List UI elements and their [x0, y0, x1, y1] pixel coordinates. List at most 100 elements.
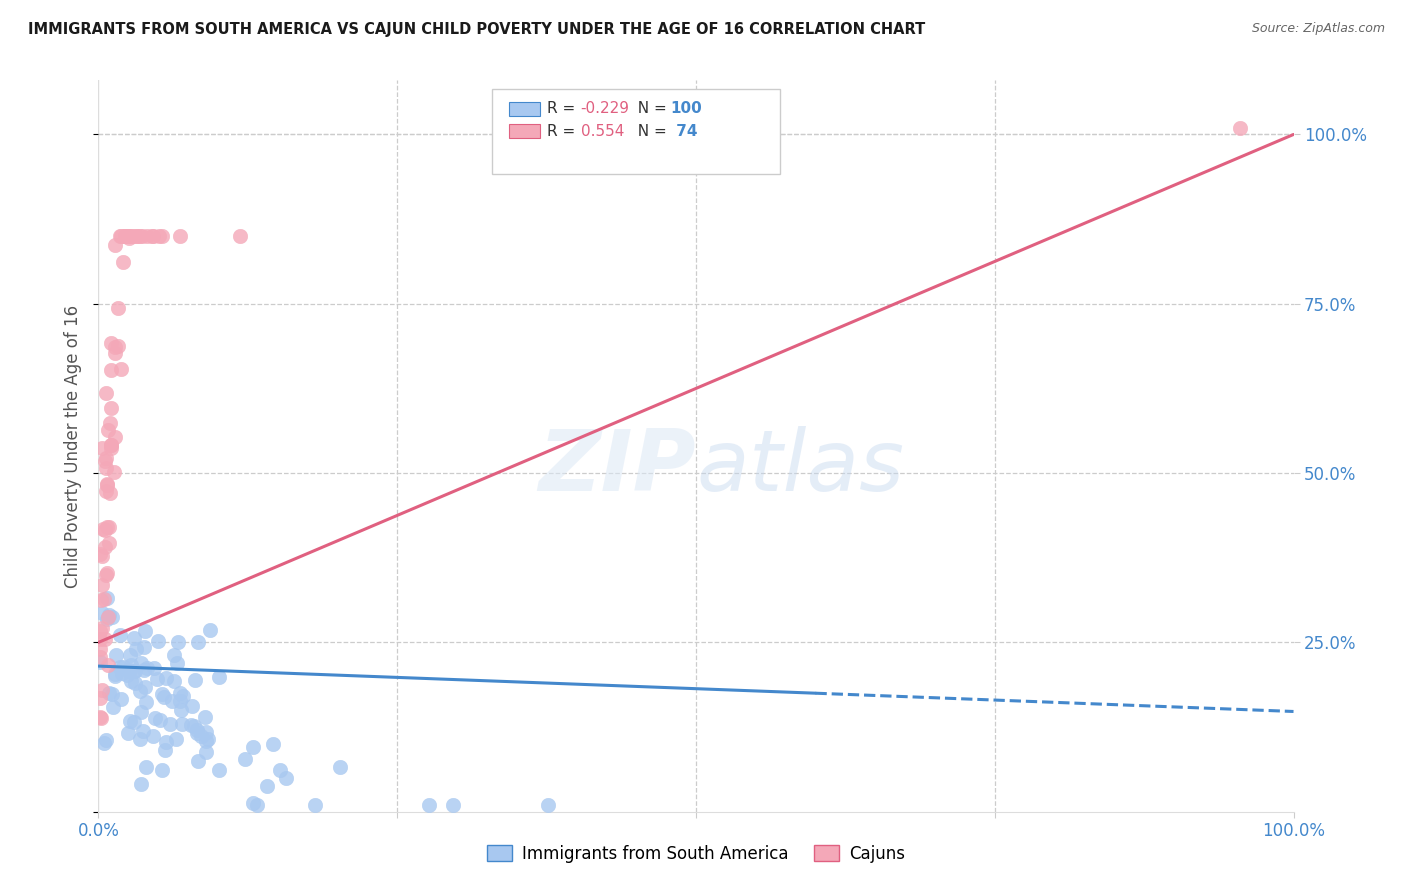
Legend: Immigrants from South America, Cajuns: Immigrants from South America, Cajuns [481, 838, 911, 869]
Point [194, 724, 217, 739]
Point [186, 726, 208, 740]
Point [117, 229, 139, 244]
Point [122, 631, 145, 645]
Point [1229, 120, 1251, 135]
Point [98, 417, 121, 431]
Point [90, 711, 112, 725]
Point [112, 255, 135, 269]
Point [132, 663, 155, 677]
Point [155, 742, 177, 756]
Point [183, 719, 205, 733]
Point [94, 733, 117, 747]
Point [121, 229, 143, 244]
Point [122, 714, 145, 729]
Point [104, 340, 127, 354]
Point [120, 714, 142, 728]
Point [97, 610, 120, 624]
Point [114, 229, 136, 244]
Point [269, 763, 291, 777]
Point [97, 536, 120, 550]
Point [101, 610, 124, 624]
Point [100, 335, 122, 350]
Point [103, 465, 125, 479]
Point [114, 229, 136, 244]
Point [91, 522, 114, 536]
Text: 0.554: 0.554 [581, 124, 624, 138]
Point [186, 723, 208, 737]
Point [110, 362, 132, 376]
Point [194, 710, 217, 724]
Point [418, 797, 440, 812]
Point [94, 632, 117, 646]
Point [329, 760, 352, 774]
Point [104, 669, 127, 683]
Point [104, 430, 127, 444]
Point [96, 568, 118, 582]
Point [129, 777, 152, 791]
Text: N =: N = [628, 102, 672, 116]
Point [94, 460, 117, 475]
Point [108, 660, 131, 674]
Point [93, 591, 115, 606]
Point [129, 732, 152, 747]
Point [135, 229, 157, 244]
Point [94, 483, 117, 498]
Point [98, 519, 121, 533]
Point [242, 796, 264, 810]
Point [169, 694, 191, 708]
Point [150, 229, 173, 244]
Point [146, 634, 169, 648]
Point [91, 441, 114, 455]
Point [89, 547, 111, 561]
Point [89, 710, 111, 724]
Point [159, 717, 181, 731]
Point [441, 797, 464, 812]
Point [124, 664, 146, 678]
Point [96, 477, 118, 491]
Point [115, 668, 138, 682]
Point [208, 763, 231, 777]
Point [114, 229, 136, 244]
Text: R =: R = [547, 124, 585, 138]
Text: atlas: atlas [696, 426, 904, 509]
Point [256, 779, 278, 793]
Point [101, 687, 124, 701]
Point [149, 713, 172, 727]
Point [153, 690, 176, 704]
Point [200, 623, 222, 637]
Point [96, 450, 118, 465]
Point [107, 301, 129, 315]
Point [117, 726, 139, 740]
Point [96, 520, 118, 534]
Text: 100: 100 [671, 102, 703, 116]
Point [120, 229, 142, 244]
Y-axis label: Child Poverty Under the Age of 16: Child Poverty Under the Age of 16 [65, 304, 83, 588]
Point [108, 628, 131, 642]
Point [190, 729, 212, 743]
Point [208, 670, 231, 684]
Point [89, 642, 111, 657]
Point [110, 229, 132, 244]
Point [132, 724, 155, 739]
Point [134, 680, 156, 694]
Point [93, 735, 115, 749]
Point [100, 437, 122, 451]
Point [90, 549, 112, 564]
Point [184, 673, 207, 687]
Point [143, 710, 166, 724]
Point [94, 385, 117, 400]
Point [122, 664, 145, 678]
Point [129, 705, 152, 719]
Point [135, 695, 157, 709]
Point [118, 648, 141, 663]
Point [163, 648, 186, 662]
Point [91, 621, 114, 635]
Point [120, 658, 142, 673]
Text: ZIP: ZIP [538, 426, 696, 509]
Point [97, 657, 120, 672]
Point [97, 686, 120, 700]
Point [169, 229, 191, 244]
Point [194, 745, 217, 759]
Point [163, 673, 186, 688]
Point [135, 760, 157, 774]
